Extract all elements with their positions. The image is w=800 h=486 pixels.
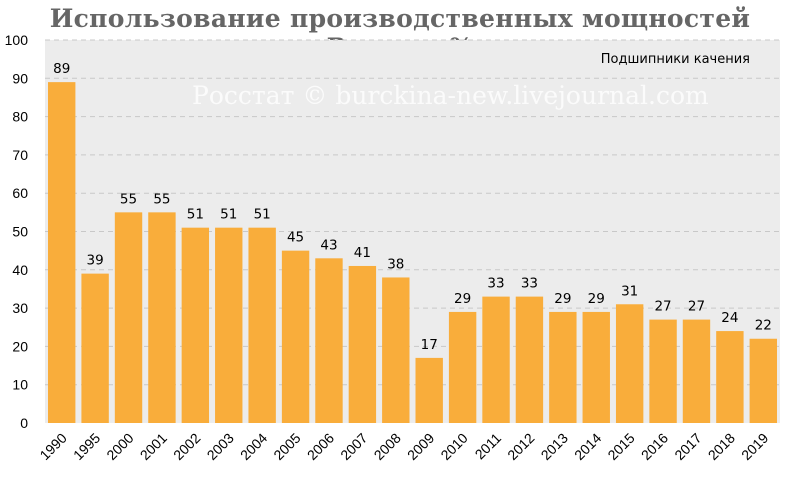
bar-1990 (48, 82, 76, 423)
bar-2006 (315, 258, 343, 423)
y-tick-label: 80 (12, 109, 28, 125)
y-tick-label: 90 (12, 70, 28, 86)
x-tick-label-2006: 2006 (304, 430, 337, 463)
data-label-2011: 33 (487, 276, 504, 292)
data-label-2010: 29 (454, 291, 471, 307)
data-label-2014: 29 (588, 291, 605, 307)
y-tick-label: 50 (12, 224, 28, 240)
data-label-2002: 51 (187, 207, 204, 223)
data-label-2009: 17 (421, 337, 438, 353)
x-tick-label-2010: 2010 (437, 430, 470, 463)
bar-2013 (549, 311, 577, 423)
bar-2017 (682, 319, 711, 423)
data-label-2000: 55 (120, 191, 137, 207)
bar-2003 (215, 227, 243, 423)
bar-2004 (248, 227, 276, 423)
bar-2014 (582, 311, 610, 423)
y-tick-label: 60 (12, 185, 28, 201)
x-tick-label-1990: 1990 (36, 430, 69, 463)
x-tick-label-2012: 2012 (504, 430, 537, 463)
bar-2010 (448, 311, 477, 423)
y-tick-label: 20 (12, 338, 28, 354)
x-tick-label-2015: 2015 (604, 430, 637, 463)
data-label-2015: 31 (621, 283, 638, 299)
x-tick-label-2013: 2013 (538, 430, 571, 463)
data-label-2016: 27 (654, 299, 671, 315)
x-tick-label-2019: 2019 (738, 430, 771, 463)
y-tick-label: 70 (12, 147, 28, 163)
bar-2007 (348, 265, 377, 423)
x-tick-label-2007: 2007 (337, 430, 370, 463)
data-labels: 89 39 55 55 51 51 51 45 43 41 38 17 29 33 33 29 29 31 27 27… (53, 61, 772, 353)
x-tick-label-2004: 2004 (237, 430, 270, 463)
bar-2015 (615, 304, 644, 423)
bar-2008 (382, 277, 410, 423)
data-label-2012: 33 (521, 276, 538, 292)
data-label-2007: 41 (354, 245, 371, 261)
y-tick-label: 0 (20, 415, 28, 431)
bar-2019 (749, 338, 777, 423)
data-label-2018: 24 (721, 310, 738, 326)
bar-2005 (281, 250, 310, 423)
bar-1995 (81, 273, 109, 423)
bar-2009 (415, 357, 443, 423)
bar-2011 (482, 296, 510, 423)
bar-2000 (114, 212, 143, 423)
x-tick-label-2011: 2011 (472, 430, 505, 463)
data-label-2013: 29 (554, 291, 571, 307)
data-label-1995: 39 (87, 253, 104, 269)
legend-series-name: Подшипники качения (601, 52, 750, 67)
x-tick-label-2000: 2000 (103, 430, 136, 463)
data-label-2006: 43 (320, 237, 337, 253)
y-tick-label: 30 (12, 300, 28, 316)
x-tick-label-1995: 1995 (70, 430, 103, 463)
bar-2018 (716, 331, 744, 423)
x-tick-label-2009: 2009 (404, 430, 437, 463)
x-tick-label-2003: 2003 (204, 430, 237, 463)
y-tick-label: 100 (5, 32, 29, 48)
y-tick-label: 40 (12, 262, 28, 278)
x-tick-label-2016: 2016 (638, 430, 671, 463)
x-tick-label-2014: 2014 (571, 430, 604, 463)
x-tick-label-2017: 2017 (671, 430, 704, 463)
x-tick-label-2002: 2002 (170, 430, 203, 463)
bars (48, 82, 777, 423)
data-label-2017: 27 (688, 299, 705, 315)
data-label-2005: 45 (287, 230, 304, 246)
x-tick-label-2001: 2001 (137, 430, 170, 463)
bar-2001 (148, 212, 176, 423)
x-axis: 1990 1995 2000 2001 2002 2003 2004 2005 2006 2007… (36, 430, 771, 463)
data-label-2019: 22 (755, 318, 772, 334)
watermark-text: Росстат © burckina-new.livejournal.com (192, 81, 709, 110)
y-tick-label: 10 (12, 377, 28, 393)
x-tick-label-2018: 2018 (705, 430, 738, 463)
data-label-2001: 55 (153, 191, 170, 207)
bar-2016 (649, 319, 677, 423)
data-label-2008: 38 (387, 256, 404, 272)
x-tick-label-2008: 2008 (371, 430, 404, 463)
data-label-1990: 89 (53, 61, 70, 77)
bar-2012 (515, 296, 544, 423)
data-label-2004: 51 (254, 207, 271, 223)
data-label-2003: 51 (220, 207, 237, 223)
bar-2002 (181, 227, 210, 423)
x-tick-label-2005: 2005 (270, 430, 303, 463)
y-axis: 0 10 20 30 40 50 60 70 80 90 100 (5, 32, 29, 431)
